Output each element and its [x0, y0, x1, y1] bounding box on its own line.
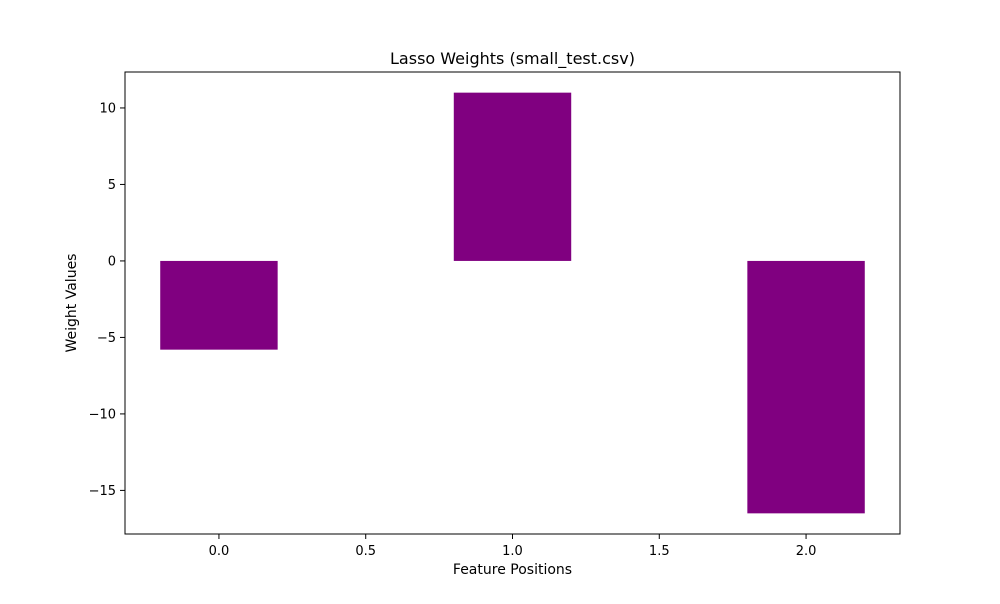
bar-feature-0 [160, 260, 278, 350]
x-tick-label: 2.0 [796, 544, 817, 559]
bar-feature-2 [747, 260, 865, 514]
bars-layer [160, 92, 865, 514]
y-tick-label: −10 [89, 407, 116, 422]
x-tick-label: 0.0 [209, 544, 230, 559]
x-tick-label: 0.5 [355, 544, 376, 559]
x-axis-ticks: 0.0 0.5 1.0 1.5 2.0 [209, 534, 817, 559]
y-axis-label: Weight Values [64, 254, 80, 353]
chart-title: Lasso Weights (small_test.csv) [390, 49, 635, 69]
y-tick-label: −15 [89, 484, 116, 499]
x-tick-label: 1.0 [502, 544, 523, 559]
x-axis-label: Feature Positions [453, 562, 572, 578]
y-tick-label: 0 [108, 254, 116, 269]
y-tick-label: 10 [99, 101, 116, 116]
y-tick-label: 5 [108, 178, 116, 193]
y-tick-label: −5 [97, 331, 116, 346]
bar-feature-1 [453, 92, 572, 261]
y-axis-ticks: −15 −10 −5 0 5 10 [89, 101, 125, 499]
x-tick-label: 1.5 [649, 544, 670, 559]
